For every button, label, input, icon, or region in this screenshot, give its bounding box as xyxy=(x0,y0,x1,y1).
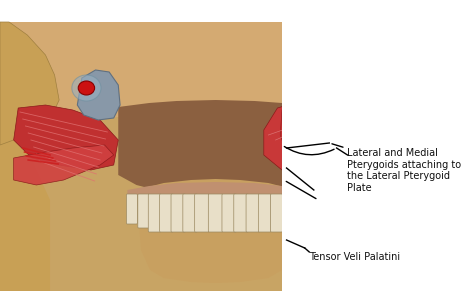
FancyBboxPatch shape xyxy=(148,194,161,232)
FancyBboxPatch shape xyxy=(283,194,294,228)
Polygon shape xyxy=(77,70,120,120)
Polygon shape xyxy=(264,100,355,175)
FancyBboxPatch shape xyxy=(183,194,197,232)
Polygon shape xyxy=(14,145,114,185)
Polygon shape xyxy=(0,22,431,291)
Bar xyxy=(282,0,431,291)
Polygon shape xyxy=(0,22,431,118)
FancyBboxPatch shape xyxy=(138,194,150,228)
FancyBboxPatch shape xyxy=(127,194,137,224)
Text: Tensor Veli Palatini: Tensor Veli Palatini xyxy=(309,252,401,262)
Polygon shape xyxy=(309,100,410,172)
FancyBboxPatch shape xyxy=(171,194,185,232)
Polygon shape xyxy=(0,22,59,145)
Polygon shape xyxy=(128,182,304,211)
FancyBboxPatch shape xyxy=(195,194,209,232)
Polygon shape xyxy=(373,22,431,145)
Polygon shape xyxy=(280,108,337,200)
FancyBboxPatch shape xyxy=(258,194,271,232)
Polygon shape xyxy=(0,22,50,291)
Ellipse shape xyxy=(78,81,95,95)
Ellipse shape xyxy=(72,75,101,101)
Ellipse shape xyxy=(333,81,349,95)
Bar xyxy=(0,0,431,22)
Polygon shape xyxy=(14,105,118,170)
FancyBboxPatch shape xyxy=(234,194,248,232)
Ellipse shape xyxy=(327,75,356,101)
Polygon shape xyxy=(382,22,431,291)
FancyBboxPatch shape xyxy=(222,194,237,232)
Polygon shape xyxy=(137,179,296,283)
FancyBboxPatch shape xyxy=(160,194,173,232)
Polygon shape xyxy=(118,100,313,196)
FancyBboxPatch shape xyxy=(294,194,304,224)
FancyBboxPatch shape xyxy=(246,194,260,232)
Polygon shape xyxy=(319,70,356,120)
Text: Lateral and Medial
Pterygoids attaching to
the Lateral Pterygoid
Plate: Lateral and Medial Pterygoids attaching … xyxy=(347,148,462,193)
FancyBboxPatch shape xyxy=(271,194,283,232)
FancyBboxPatch shape xyxy=(208,194,223,232)
